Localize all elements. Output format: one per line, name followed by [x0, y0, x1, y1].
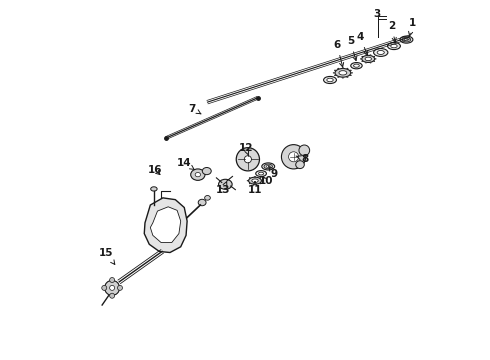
Polygon shape — [144, 198, 187, 252]
Ellipse shape — [266, 165, 270, 167]
Text: 8: 8 — [296, 154, 309, 164]
Ellipse shape — [339, 71, 347, 75]
Ellipse shape — [338, 68, 339, 69]
Text: 14: 14 — [177, 158, 195, 170]
Polygon shape — [150, 207, 181, 243]
Ellipse shape — [391, 44, 397, 48]
Ellipse shape — [333, 72, 335, 73]
Ellipse shape — [110, 293, 115, 298]
Ellipse shape — [327, 78, 333, 82]
Ellipse shape — [374, 56, 375, 57]
Ellipse shape — [262, 180, 263, 181]
Ellipse shape — [281, 145, 306, 169]
Ellipse shape — [260, 183, 261, 184]
Ellipse shape — [299, 145, 310, 156]
Text: 1: 1 — [409, 18, 416, 36]
Ellipse shape — [335, 68, 351, 77]
Text: 5: 5 — [347, 36, 357, 60]
Ellipse shape — [296, 161, 304, 168]
Ellipse shape — [350, 70, 351, 71]
Text: 16: 16 — [147, 165, 162, 175]
Ellipse shape — [254, 184, 256, 185]
Ellipse shape — [102, 285, 107, 291]
Ellipse shape — [195, 172, 200, 177]
Ellipse shape — [374, 61, 375, 62]
Ellipse shape — [373, 49, 388, 57]
Ellipse shape — [400, 36, 413, 43]
Text: 13: 13 — [216, 182, 230, 195]
Text: 10: 10 — [258, 176, 273, 186]
Ellipse shape — [350, 75, 351, 76]
Ellipse shape — [334, 75, 336, 76]
Ellipse shape — [205, 195, 210, 200]
Ellipse shape — [260, 177, 261, 178]
Ellipse shape — [104, 280, 120, 296]
Ellipse shape — [362, 55, 375, 62]
Ellipse shape — [342, 77, 343, 78]
Ellipse shape — [362, 61, 363, 62]
Ellipse shape — [323, 76, 337, 84]
Ellipse shape — [264, 164, 272, 169]
Ellipse shape — [110, 285, 115, 291]
Ellipse shape — [118, 285, 122, 291]
Ellipse shape — [342, 67, 343, 68]
Ellipse shape — [354, 64, 359, 67]
Ellipse shape — [351, 72, 353, 73]
Ellipse shape — [405, 39, 408, 41]
Ellipse shape — [198, 199, 206, 206]
Ellipse shape — [202, 167, 211, 175]
Ellipse shape — [262, 163, 275, 170]
Text: 11: 11 — [248, 182, 262, 195]
Ellipse shape — [252, 179, 258, 183]
Text: 3: 3 — [373, 9, 380, 19]
Text: 9: 9 — [269, 166, 278, 179]
Text: 4: 4 — [356, 32, 368, 55]
Ellipse shape — [370, 62, 371, 63]
Ellipse shape — [365, 57, 371, 61]
Ellipse shape — [219, 179, 232, 189]
Ellipse shape — [351, 63, 362, 69]
Text: 12: 12 — [239, 143, 253, 156]
Text: 15: 15 — [99, 248, 115, 265]
Ellipse shape — [366, 62, 367, 63]
Ellipse shape — [236, 148, 260, 171]
Ellipse shape — [347, 68, 348, 69]
Ellipse shape — [388, 42, 400, 50]
Ellipse shape — [191, 169, 205, 180]
Text: 7: 7 — [189, 104, 201, 114]
Ellipse shape — [254, 176, 256, 177]
Ellipse shape — [245, 156, 251, 163]
Ellipse shape — [249, 177, 250, 178]
Ellipse shape — [377, 50, 384, 54]
Ellipse shape — [249, 183, 250, 184]
Ellipse shape — [334, 70, 336, 71]
Ellipse shape — [151, 187, 157, 191]
Text: 6: 6 — [334, 40, 343, 67]
Ellipse shape — [256, 171, 267, 176]
Ellipse shape — [402, 37, 411, 42]
Ellipse shape — [247, 180, 248, 181]
Ellipse shape — [259, 172, 264, 175]
Ellipse shape — [289, 152, 298, 162]
Ellipse shape — [110, 278, 115, 283]
Ellipse shape — [362, 56, 363, 57]
Text: 2: 2 — [388, 21, 396, 42]
Ellipse shape — [248, 177, 262, 184]
